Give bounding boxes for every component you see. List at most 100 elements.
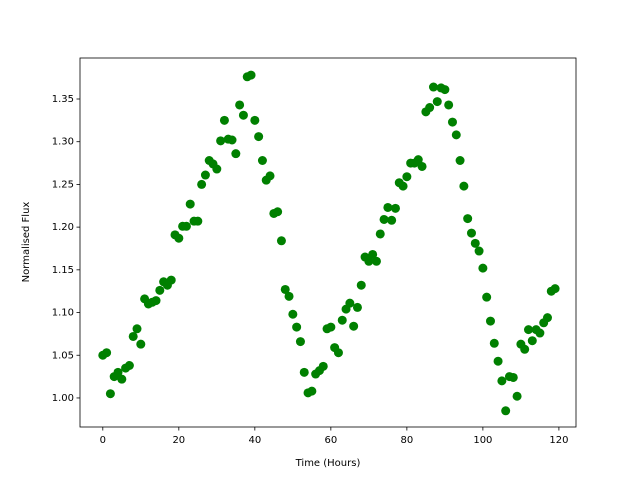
point [219, 115, 229, 125]
point [326, 322, 336, 332]
point [466, 228, 476, 238]
point [413, 155, 423, 165]
point [535, 328, 545, 338]
point [352, 302, 362, 312]
point [364, 256, 374, 266]
x-tick-label: 20 [172, 435, 185, 446]
point [105, 389, 115, 399]
point [402, 172, 412, 182]
x-tick-label: 100 [473, 435, 492, 446]
point [132, 324, 142, 334]
point [444, 100, 454, 110]
plot-frame [79, 57, 577, 428]
point [497, 376, 507, 386]
y-tick-label: 1.30 [52, 137, 74, 148]
point [501, 406, 511, 416]
point [231, 149, 241, 159]
x-tick-label: 0 [100, 435, 106, 446]
point [478, 263, 488, 273]
point [113, 367, 123, 377]
point [299, 367, 309, 377]
point [166, 275, 176, 285]
point [485, 316, 495, 326]
point [550, 284, 560, 294]
point [246, 70, 256, 80]
point [428, 82, 438, 92]
point [102, 348, 112, 358]
point [200, 170, 210, 180]
point [508, 372, 518, 382]
point [447, 117, 457, 127]
point [174, 233, 184, 243]
y-tick-label: 1.20 [52, 222, 74, 233]
point [288, 309, 298, 319]
point [379, 214, 389, 224]
point [432, 97, 442, 107]
point [493, 356, 503, 366]
point [273, 207, 283, 217]
y-tick-label: 1.10 [52, 308, 74, 319]
point [284, 291, 294, 301]
y-tick-label: 1.05 [52, 350, 74, 361]
y-tick-label: 1.00 [52, 393, 74, 404]
x-tick-label: 80 [400, 435, 413, 446]
point [523, 325, 533, 335]
point [383, 202, 393, 212]
point [318, 361, 328, 371]
point [463, 214, 473, 224]
x-tick-label: 60 [324, 435, 337, 446]
point [265, 171, 275, 181]
point [124, 361, 134, 370]
point [181, 221, 191, 231]
point [257, 156, 267, 165]
point [280, 284, 290, 294]
point [333, 348, 343, 358]
point [375, 229, 385, 239]
point [390, 203, 400, 213]
point [216, 136, 226, 146]
point [250, 115, 260, 125]
point [235, 100, 245, 110]
point [155, 285, 165, 295]
point [459, 181, 469, 191]
point [398, 181, 408, 191]
point [151, 296, 161, 306]
x-tick-label: 40 [248, 435, 261, 446]
point [227, 135, 237, 145]
point [512, 391, 522, 401]
point [371, 256, 381, 266]
point [474, 246, 484, 256]
point [387, 215, 397, 225]
point [356, 280, 366, 290]
point [470, 238, 480, 248]
x-tick-label: 120 [549, 435, 568, 446]
point [238, 110, 248, 120]
point [254, 132, 264, 142]
point [527, 336, 537, 346]
y-tick-label: 1.35 [52, 94, 74, 105]
x-axis-label: Time (Hours) [295, 458, 361, 469]
point [417, 161, 427, 171]
point [425, 103, 435, 113]
point [128, 331, 138, 341]
point [455, 156, 465, 165]
point [482, 292, 492, 302]
point [345, 298, 355, 308]
point [451, 130, 461, 140]
point [295, 337, 305, 347]
point [489, 338, 499, 348]
point [520, 344, 530, 354]
point [292, 322, 302, 332]
point [193, 216, 203, 226]
point [337, 315, 347, 325]
y-tick-label: 1.25 [52, 179, 74, 190]
point [307, 386, 317, 396]
point [542, 313, 552, 323]
point [349, 321, 359, 331]
point [136, 339, 146, 349]
point [197, 179, 207, 189]
point [117, 374, 127, 384]
y-tick-label: 1.15 [52, 265, 74, 276]
point [368, 249, 378, 259]
